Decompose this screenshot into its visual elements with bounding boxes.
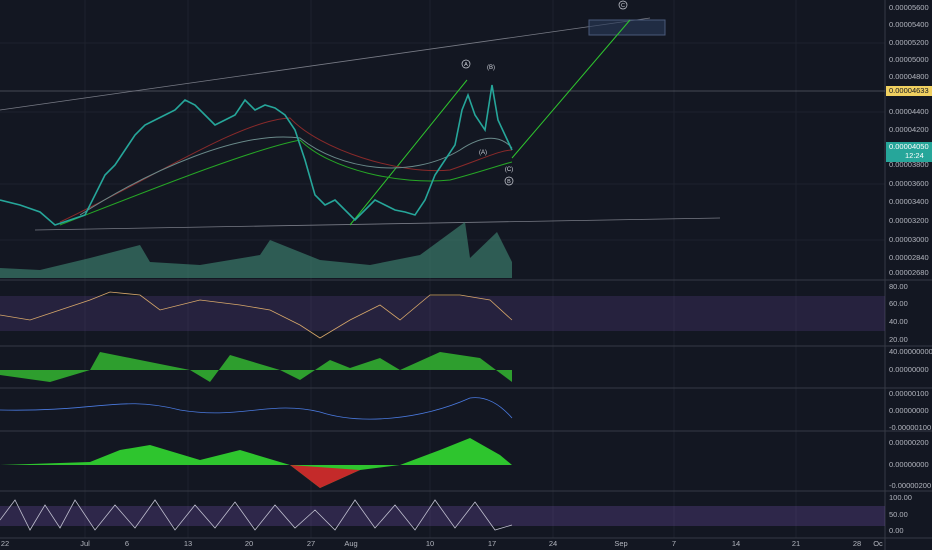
price-label: 0.00005200: [889, 38, 929, 47]
date-label: 13: [184, 539, 192, 548]
wave-circle: [504, 176, 514, 186]
ao-negative: [290, 465, 360, 488]
wave-label: (B): [487, 65, 495, 71]
date-label: Sep: [614, 539, 627, 548]
trendlines: [0, 17, 885, 231]
indicator-label: 0.00000000: [889, 365, 929, 374]
countdown: 12:24: [905, 151, 924, 160]
price-label: 0.00005600: [889, 3, 929, 12]
macd-hist: [0, 352, 512, 382]
date-label: 28: [853, 539, 861, 548]
wave-circle: [461, 59, 471, 69]
date-label: 6: [125, 539, 129, 548]
wave-circle: [618, 0, 628, 10]
wave-label: (C): [505, 167, 513, 173]
price-label: 0.00003400: [889, 197, 929, 206]
wave-label: (A): [479, 150, 487, 156]
wave-label: A: [464, 62, 468, 68]
date-label: Jul: [80, 539, 90, 548]
stoch-band: [0, 506, 885, 526]
date-label: 7: [672, 539, 676, 548]
indicator-label: 80.00: [889, 282, 908, 291]
indicator-label: 40.00: [889, 317, 908, 326]
moving-averages: [59, 117, 513, 226]
stoch-line: [0, 499, 513, 531]
date-label: 10: [426, 539, 434, 548]
indicator-label: -0.00000100: [889, 423, 931, 432]
date-label: 24: [549, 539, 557, 548]
price-label: 0.00003000: [889, 235, 929, 244]
price-label: 0.00005400: [889, 20, 929, 29]
indicator-label: 50.00: [889, 510, 908, 519]
wave-label: C: [621, 3, 625, 9]
date-label: Aug: [344, 539, 357, 548]
ao-hist: [0, 438, 512, 488]
volume: [0, 222, 512, 278]
indicator-label: 0.00000100: [889, 389, 929, 398]
indicator-label: 20.00: [889, 335, 908, 344]
rsi-band: [0, 296, 885, 331]
price-label: 0.00002680: [889, 268, 929, 277]
price-label: 0.00003600: [889, 179, 929, 188]
date-label: 14: [732, 539, 740, 548]
indicator-label: 0.00000200: [889, 438, 929, 447]
date-label: 27: [307, 539, 315, 548]
wave-label: B: [507, 179, 511, 185]
date-label: 22: [1, 539, 9, 548]
indicator-label: 0.00: [889, 526, 904, 535]
price-label: 0.00004050: [889, 142, 929, 151]
price-label: 0.00004633: [889, 86, 929, 95]
date-label: 20: [245, 539, 253, 548]
indicator-label: 0.00000000: [889, 406, 929, 415]
price-label: 0.00004200: [889, 125, 929, 134]
indicator-label: 100.00: [889, 493, 912, 502]
price-tag: [886, 142, 932, 162]
indicator-label: -0.00000200: [889, 481, 931, 490]
price-label: 0.00002840: [889, 253, 929, 262]
date-label: 21: [792, 539, 800, 548]
date-label: 17: [488, 539, 496, 548]
indicator-label: 40.00000000: [889, 347, 932, 356]
osc: [0, 397, 513, 420]
price-label: 0.00005000: [889, 55, 929, 64]
price-label: 0.00003800: [889, 160, 929, 169]
price-label: 0.00004800: [889, 72, 929, 81]
date-label: Oc: [873, 539, 883, 548]
indicator-label: 60.00: [889, 299, 908, 308]
price-series: [0, 84, 513, 226]
price-tag: [886, 86, 932, 96]
price-label: 0.00003200: [889, 216, 929, 225]
indicator-label: 0.00000000: [889, 460, 929, 469]
price-label: 0.00004400: [889, 107, 929, 116]
rsi-line: [0, 291, 513, 339]
